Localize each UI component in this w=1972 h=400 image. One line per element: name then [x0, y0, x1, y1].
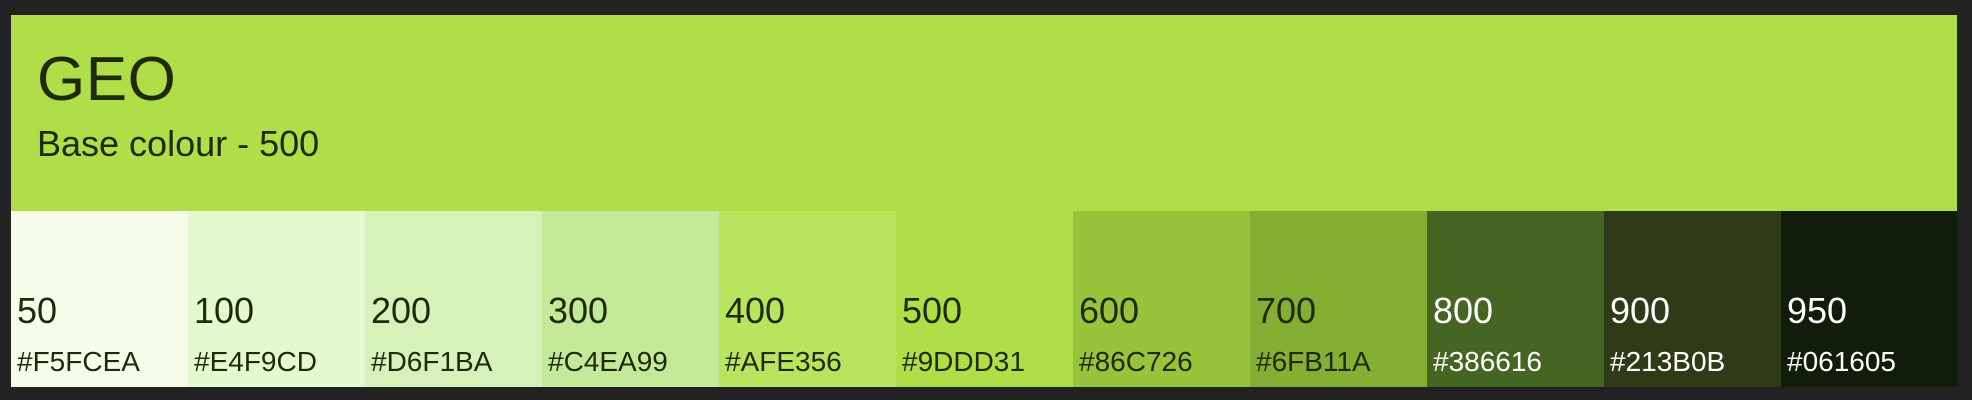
swatch-700: 700 #6FB11A [1250, 211, 1427, 387]
palette-header: GEO Base colour - 500 [11, 15, 1957, 211]
swatch-hex-label: #9DDD31 [902, 346, 1025, 377]
swatch-hex-label: #C4EA99 [548, 346, 668, 377]
swatch-hex-label: #386616 [1433, 346, 1543, 377]
swatch-hex-label: #213B0B [1610, 346, 1726, 377]
palette-title: GEO [37, 45, 177, 114]
swatch-900: 900 #213B0B [1604, 211, 1781, 387]
swatch-50: 50 #F5FCEA [11, 211, 188, 387]
swatch-shade-label: 900 [1610, 290, 1671, 331]
swatch-300: 300 #C4EA99 [542, 211, 719, 387]
swatch-shade-label: 800 [1433, 290, 1494, 331]
swatch-800: 800 #386616 [1427, 211, 1604, 387]
swatch-200: 200 #D6F1BA [365, 211, 542, 387]
swatch-shade-label: 600 [1079, 290, 1140, 331]
swatch-hex-label: #AFE356 [725, 346, 842, 377]
swatch-shade-label: 100 [194, 290, 255, 331]
swatch-600: 600 #86C726 [1073, 211, 1250, 387]
swatch-shade-label: 700 [1256, 290, 1317, 331]
palette-card: GEO Base colour - 500 50 #F5FCEA 100 #E4F9C… [11, 15, 1957, 387]
swatch-hex-label: #F5FCEA [17, 346, 140, 377]
swatch-shade-label: 300 [548, 290, 609, 331]
swatch-hex-label: #86C726 [1079, 346, 1193, 377]
swatch-100: 100 #E4F9CD [188, 211, 365, 387]
palette-subtitle: Base colour - 500 [37, 123, 320, 164]
swatch-shade-label: 950 [1787, 290, 1848, 331]
swatch-500: 500 #9DDD31 [896, 211, 1073, 387]
swatch-shade-label: 50 [17, 290, 58, 331]
swatch-shade-label: 500 [902, 290, 963, 331]
swatch-shade-label: 400 [725, 290, 786, 331]
swatch-hex-label: #D6F1BA [371, 346, 493, 377]
swatch-shade-label: 200 [371, 290, 432, 331]
swatch-400: 400 #AFE356 [719, 211, 896, 387]
swatch-950: 950 #061605 [1781, 211, 1957, 387]
swatch-row: 50 #F5FCEA 100 #E4F9CD 200 #D6F1BA 300 #C4EA99 4… [11, 211, 1957, 387]
swatch-hex-label: #6FB11A [1256, 346, 1371, 377]
swatch-hex-label: #061605 [1787, 346, 1897, 377]
swatch-hex-label: #E4F9CD [194, 346, 317, 377]
